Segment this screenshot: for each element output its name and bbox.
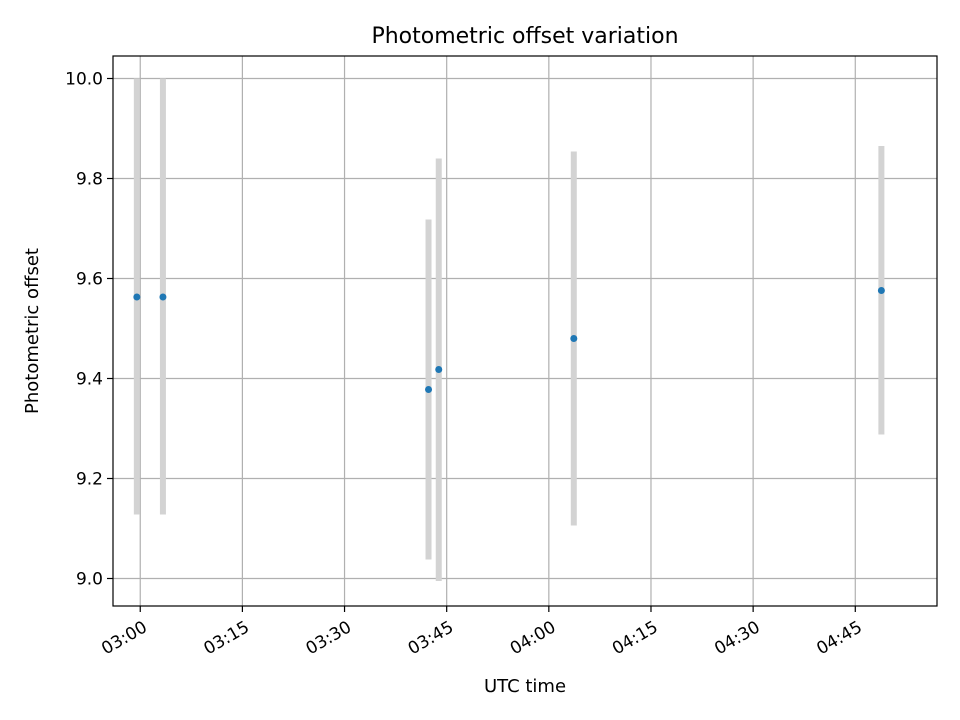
data-point [877,287,885,294]
data-points [133,287,885,393]
y-tick-label: 9.2 [76,470,103,490]
data-point [159,293,167,301]
y-tick-label: 9.4 [76,370,103,390]
plot-frame [112,55,938,607]
data-point [570,335,578,342]
y-tick-label: 10.0 [65,70,103,90]
y-tick-label: 9.0 [76,570,103,590]
chart-title: Photometric offset variation [371,24,678,49]
data-point [425,386,433,393]
y-tick-label: 9.8 [76,170,103,190]
grid-lines [113,56,937,606]
y-tick-label: 9.6 [76,270,103,290]
data-point [435,366,443,373]
x-axis-label: UTC time [484,676,566,697]
data-point [133,293,141,301]
y-axis-label: Photometric offset [22,248,43,414]
